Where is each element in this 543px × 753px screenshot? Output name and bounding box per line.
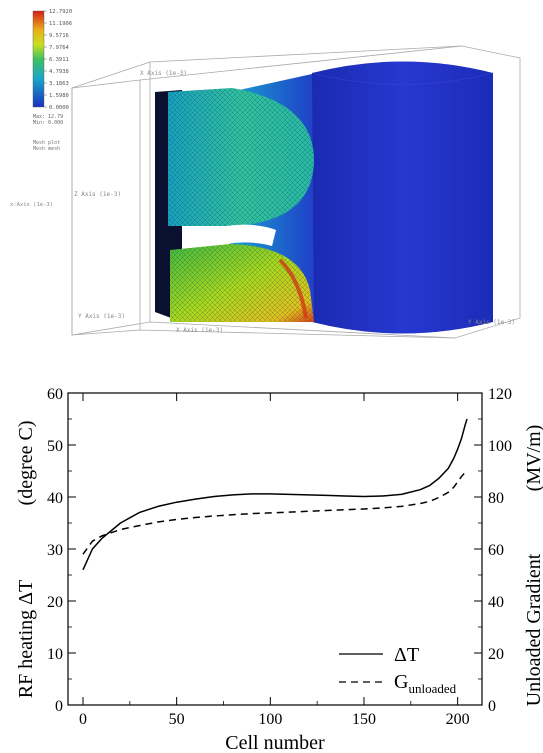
y-right-axis-label-unit: (MV/m) <box>523 425 543 492</box>
colorbar <box>32 10 45 108</box>
cavity-gap <box>226 224 276 246</box>
x-axis-label: Cell number <box>225 732 325 753</box>
x-tick-label: 100 <box>258 711 282 728</box>
y-right-tick-label: 80 <box>488 490 504 507</box>
y-left-tick-label: 50 <box>47 438 63 455</box>
colorbar-tick-label: 11.1906 <box>49 21 72 27</box>
y-right-tick-label: 40 <box>488 594 504 611</box>
colorbar-tick-label: 0.0000 <box>49 105 69 111</box>
axis-label-x-top: X Axis (1e-3) <box>140 70 187 77</box>
y-left-tick-label: 0 <box>55 698 63 715</box>
axis-label-bottom-left: Y Axis (1e-3) <box>78 313 125 320</box>
outer-cylinder <box>312 61 493 334</box>
x-axis-ticks: 0 50 100 150 200 <box>79 393 470 728</box>
series-line-gradient <box>82 469 468 555</box>
legend: ΔT Gunloaded <box>339 644 457 696</box>
y-right-tick-label: 20 <box>488 646 504 663</box>
y-left-tick-label: 20 <box>47 594 63 611</box>
y-right-tick-label: 100 <box>488 438 512 455</box>
stats-max: Max: 12.79 <box>33 114 63 120</box>
y-left-tick-label: 10 <box>47 646 63 663</box>
line-chart: 0 50 100 150 200 0 10 20 30 40 50 60 0 20 40 60 80 100 1… <box>15 386 543 753</box>
axis-label-left-small: x:Axis (1e-3) <box>10 202 53 208</box>
axis-label-z: Z Axis (1e-3) <box>74 191 121 198</box>
legend-label-deltaT: ΔT <box>394 644 419 666</box>
y-left-axis-label-unit: (degree C) <box>15 421 37 506</box>
colorbar-ticks: 12.7920 11.1906 9.5716 7.9764 6.3911 4.7938 3.… <box>44 9 72 111</box>
mesh-label-2: Mesh mesh <box>33 146 60 152</box>
y-right-tick-label: 0 <box>488 698 496 715</box>
x-tick-label: 50 <box>169 711 185 728</box>
legend-label-gradient: Gunloaded <box>394 671 457 696</box>
colorbar-tick-label: 1.5980 <box>49 93 69 99</box>
y-right-tick-label: 60 <box>488 542 504 559</box>
axis-label-x-bottom: X Axis (1e-3) <box>176 327 223 334</box>
y-left-axis-ticks: 0 10 20 30 40 50 60 <box>47 386 76 715</box>
series-line-deltaT <box>82 418 468 571</box>
x-tick-label: 200 <box>446 711 470 728</box>
x-tick-label: 0 <box>79 711 87 728</box>
mesh-label-1: Mesh plot <box>33 140 60 146</box>
axis-label-right: Y Axis (1e-3) <box>468 319 515 326</box>
y-right-axis-ticks: 0 20 40 60 80 100 120 <box>474 386 512 715</box>
y-right-tick-label: 120 <box>488 386 512 403</box>
bounding-box <box>71 45 521 339</box>
series-layer <box>82 418 468 571</box>
colorbar-tick-label: 6.3911 <box>49 57 69 63</box>
legend-subscript: unloaded <box>408 681 456 696</box>
colorbar-tick-label: 3.1863 <box>49 81 69 87</box>
y-left-tick-label: 30 <box>47 542 63 559</box>
y-left-tick-label: 40 <box>47 490 63 507</box>
colorbar-tick-label: 9.5716 <box>49 33 69 39</box>
colorbar-tick-label: 4.7938 <box>49 69 69 75</box>
stats-min: Min: 0.000 <box>33 120 63 126</box>
x-tick-label: 150 <box>352 711 376 728</box>
y-left-axis-label-main: RF heating ΔT <box>15 580 37 698</box>
colorbar-tick-label: 7.9764 <box>49 45 70 51</box>
plot-frame <box>67 392 483 706</box>
colorbar-tick-label: 12.7920 <box>49 9 72 15</box>
y-right-axis-label-main: Unloaded Gradient <box>523 553 543 706</box>
simulation-render: 12.7920 11.1906 9.5716 7.9764 6.3911 4.7938 3.… <box>10 9 521 339</box>
y-left-tick-label: 60 <box>47 386 63 403</box>
